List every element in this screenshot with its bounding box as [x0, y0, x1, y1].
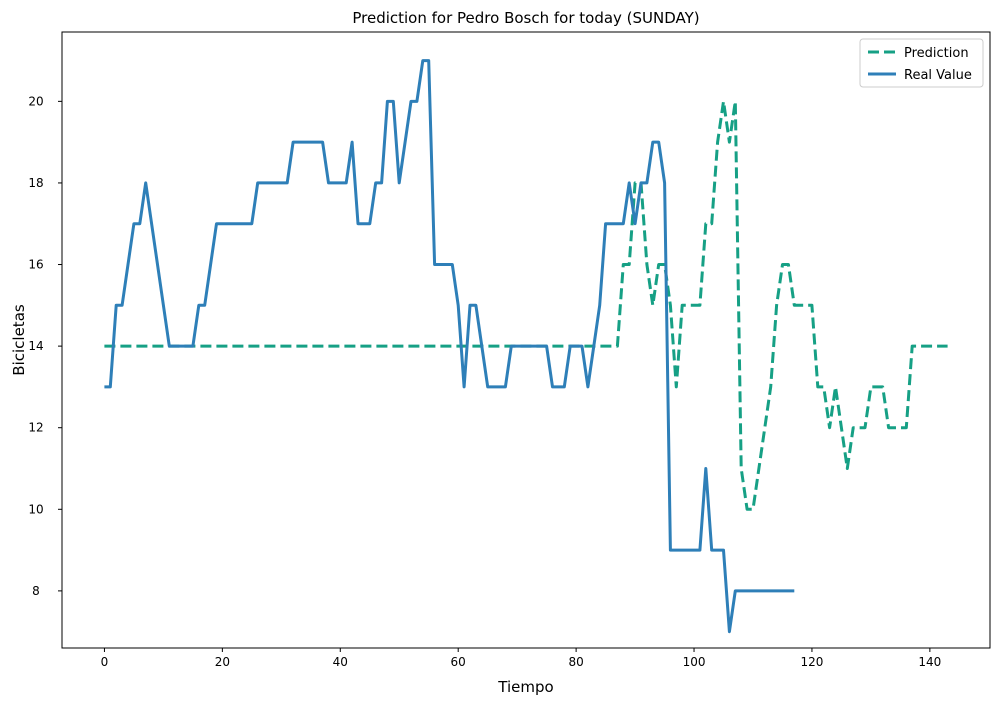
x-tick-label: 40 — [333, 655, 348, 669]
legend-label: Real Value — [904, 68, 972, 83]
x-tick-label: 60 — [451, 655, 466, 669]
series-line-prediction — [104, 99, 948, 511]
x-tick-label: 20 — [215, 655, 230, 669]
legend: Prediction Real Value — [859, 38, 984, 88]
y-tick-label: 18 — [28, 176, 43, 190]
y-tick-label: 20 — [28, 94, 43, 108]
x-axis-title: Tiempo — [497, 678, 553, 696]
y-tick-label: 14 — [28, 339, 43, 353]
series-line-real-value — [104, 59, 795, 634]
legend-label: Prediction — [904, 46, 969, 61]
chart-title: Prediction for Pedro Bosch for today (SU… — [352, 9, 699, 27]
y-tick-label: 8 — [32, 584, 40, 598]
x-tick-label: 140 — [918, 655, 941, 669]
plot-lines — [104, 59, 948, 634]
x-tick-label: 100 — [683, 655, 706, 669]
x-tick-label: 80 — [568, 655, 583, 669]
x-axis: 0 20 40 60 80 100 120 140 — [101, 648, 941, 669]
y-tick-label: 16 — [28, 258, 43, 272]
y-axis-title: Bicicletas — [10, 304, 28, 376]
y-axis: 8 10 12 14 16 18 20 — [28, 94, 62, 598]
x-tick-label: 120 — [800, 655, 823, 669]
y-tick-label: 10 — [28, 502, 43, 516]
plot-frame — [61, 31, 991, 649]
y-tick-label: 12 — [28, 421, 43, 435]
x-tick-label: 0 — [101, 655, 109, 669]
